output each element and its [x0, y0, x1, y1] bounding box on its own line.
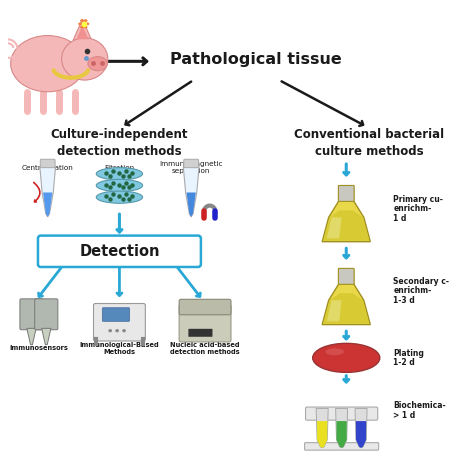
FancyBboxPatch shape — [38, 236, 201, 267]
FancyBboxPatch shape — [338, 185, 354, 201]
Polygon shape — [336, 409, 347, 448]
Ellipse shape — [115, 329, 119, 332]
Ellipse shape — [84, 26, 88, 28]
FancyBboxPatch shape — [179, 304, 231, 342]
Polygon shape — [337, 421, 346, 448]
Ellipse shape — [80, 26, 84, 28]
Ellipse shape — [86, 22, 89, 25]
Text: Biochemica-: Biochemica- — [393, 401, 446, 410]
Ellipse shape — [96, 191, 143, 203]
Polygon shape — [322, 187, 370, 242]
Ellipse shape — [96, 168, 143, 180]
Text: culture methods: culture methods — [315, 145, 424, 158]
Ellipse shape — [10, 36, 85, 92]
Ellipse shape — [84, 19, 88, 22]
Polygon shape — [187, 192, 196, 217]
FancyBboxPatch shape — [306, 407, 378, 420]
FancyBboxPatch shape — [102, 308, 129, 321]
Polygon shape — [27, 328, 36, 345]
Polygon shape — [76, 25, 89, 39]
FancyBboxPatch shape — [35, 299, 58, 330]
Polygon shape — [322, 270, 370, 325]
FancyBboxPatch shape — [93, 303, 146, 341]
Text: 1-2 d: 1-2 d — [393, 358, 415, 367]
Ellipse shape — [80, 19, 84, 22]
Text: Centrifugation: Centrifugation — [22, 164, 73, 171]
Polygon shape — [323, 293, 369, 324]
Polygon shape — [327, 217, 342, 238]
Polygon shape — [327, 300, 342, 321]
Text: Immunomagnetic
separation: Immunomagnetic separation — [159, 161, 223, 174]
Polygon shape — [183, 167, 199, 217]
Polygon shape — [40, 167, 55, 217]
Text: Nucleic acid-based
detection methods: Nucleic acid-based detection methods — [170, 342, 240, 355]
Polygon shape — [73, 19, 91, 40]
Polygon shape — [355, 409, 367, 448]
Ellipse shape — [122, 329, 126, 332]
Ellipse shape — [78, 22, 82, 25]
Text: enrichm-: enrichm- — [393, 204, 432, 213]
Polygon shape — [43, 192, 52, 217]
Text: Detection: Detection — [79, 244, 160, 259]
FancyBboxPatch shape — [20, 299, 43, 330]
Polygon shape — [317, 421, 327, 448]
Text: > 1 d: > 1 d — [393, 410, 416, 419]
Text: Immunological-Based
Methods: Immunological-Based Methods — [80, 342, 159, 355]
Polygon shape — [356, 421, 366, 448]
Text: Secondary c-: Secondary c- — [393, 277, 449, 286]
FancyBboxPatch shape — [40, 159, 55, 168]
FancyBboxPatch shape — [184, 159, 199, 168]
Text: Conventional bacterial: Conventional bacterial — [294, 128, 445, 141]
Text: Primary cu-: Primary cu- — [393, 195, 443, 204]
FancyBboxPatch shape — [179, 299, 231, 315]
Text: Culture-independent: Culture-independent — [51, 128, 188, 141]
FancyBboxPatch shape — [305, 443, 379, 450]
Polygon shape — [316, 409, 328, 448]
Ellipse shape — [326, 348, 344, 356]
Ellipse shape — [96, 179, 143, 191]
FancyBboxPatch shape — [338, 268, 354, 284]
Text: 1-3 d: 1-3 d — [393, 296, 415, 305]
Text: Fltration: Fltration — [104, 164, 135, 171]
Polygon shape — [42, 328, 51, 345]
Polygon shape — [323, 210, 369, 241]
FancyBboxPatch shape — [188, 329, 212, 337]
Ellipse shape — [313, 343, 380, 373]
Ellipse shape — [88, 57, 108, 71]
Text: Plating: Plating — [393, 349, 424, 358]
Ellipse shape — [62, 38, 108, 80]
Text: Immunosensors: Immunosensors — [9, 346, 68, 352]
Text: enrichm-: enrichm- — [393, 286, 432, 295]
Text: detection methods: detection methods — [57, 145, 182, 158]
Ellipse shape — [109, 329, 112, 332]
Text: Pathological tissue: Pathological tissue — [170, 53, 342, 67]
Text: 1 d: 1 d — [393, 214, 407, 223]
